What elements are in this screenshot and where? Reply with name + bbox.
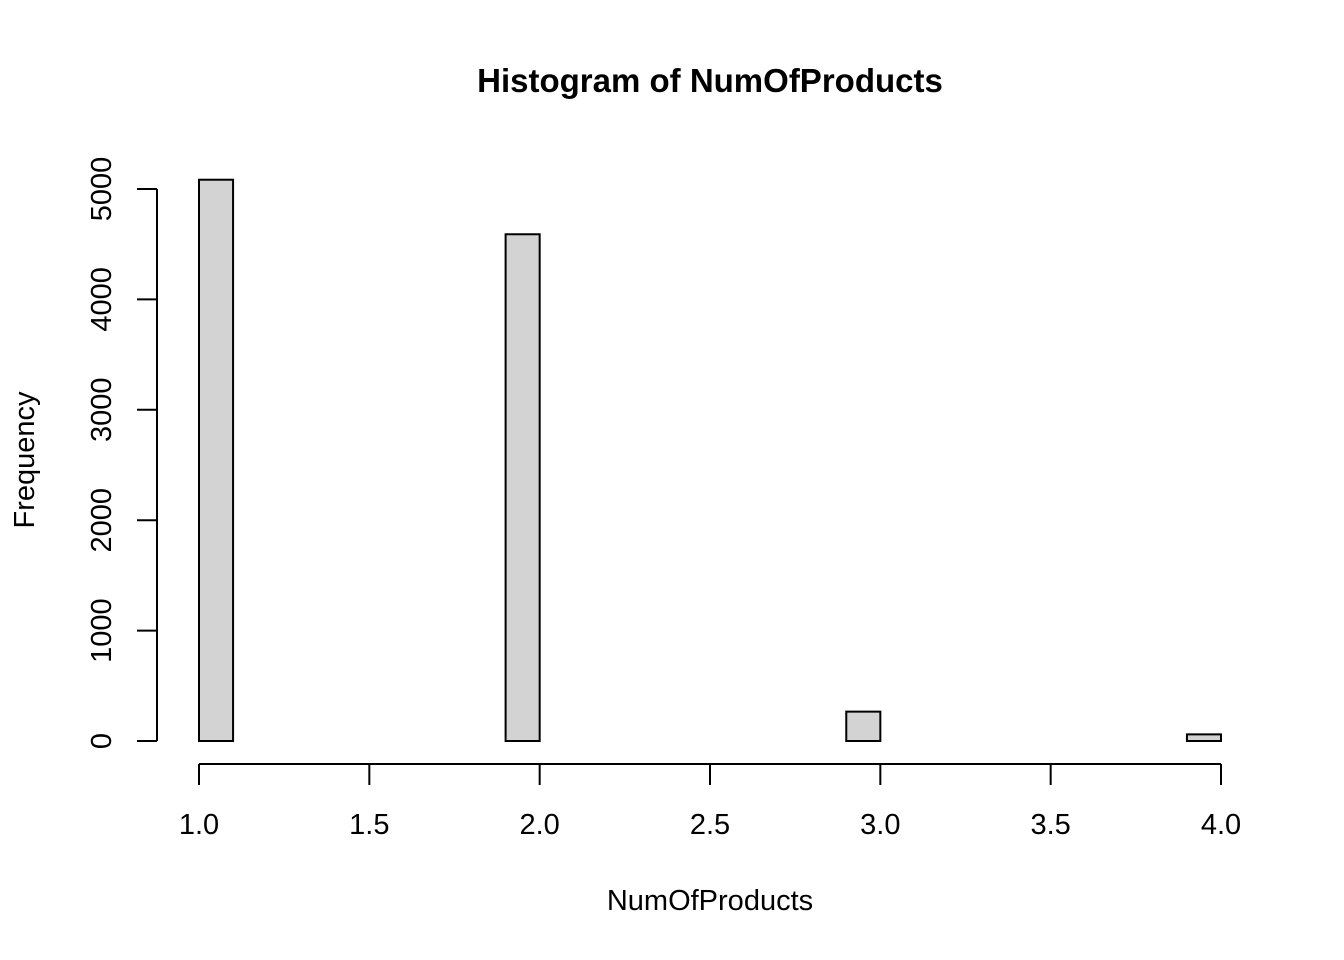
y-tick-label: 0	[86, 733, 118, 749]
histogram-bar-29	[1185, 733, 1223, 742]
y-tick-label: 2000	[86, 488, 118, 553]
histogram-bar-9	[504, 233, 541, 742]
x-tick-label: 2.0	[520, 809, 560, 841]
x-tick-label: 2.5	[690, 809, 730, 841]
y-axis-label: Frequency	[9, 391, 41, 529]
x-tick-label: 1.0	[179, 809, 219, 841]
y-tick-label: 1000	[86, 598, 118, 663]
y-tick-label: 5000	[86, 157, 118, 222]
x-tick-label: 1.5	[349, 809, 389, 841]
x-axis: 1.0 1.5 2.0 2.5 3.0 3.5 4.0	[179, 763, 1241, 841]
histogram-bar-19	[845, 710, 882, 743]
bars-group	[198, 178, 1223, 743]
y-axis: 0 1000 2000 3000 4000 5000	[86, 157, 158, 749]
x-axis-label: NumOfProducts	[607, 885, 813, 917]
y-tick-label: 4000	[86, 267, 118, 332]
y-tick-label: 3000	[86, 378, 118, 443]
x-tick-label: 3.5	[1031, 809, 1071, 841]
x-tick-label: 3.0	[860, 809, 900, 841]
histogram-bar-0	[198, 178, 235, 743]
chart-title: Histogram of NumOfProducts	[477, 62, 943, 99]
x-tick-label: 4.0	[1201, 809, 1241, 841]
